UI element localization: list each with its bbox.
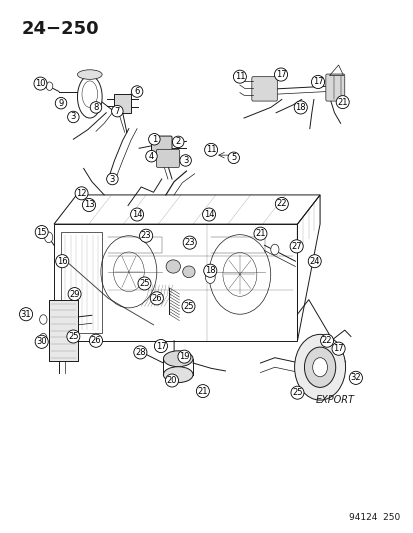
- Ellipse shape: [166, 260, 180, 273]
- Text: 10: 10: [35, 79, 45, 88]
- Circle shape: [45, 232, 53, 243]
- Text: 16: 16: [57, 257, 67, 265]
- Text: 19: 19: [179, 352, 189, 361]
- Text: 17: 17: [312, 77, 323, 86]
- Text: 94124  250: 94124 250: [348, 513, 399, 522]
- Text: 26: 26: [151, 294, 162, 303]
- Circle shape: [205, 271, 215, 284]
- Circle shape: [46, 82, 53, 91]
- Text: 28: 28: [135, 348, 145, 357]
- Text: 27: 27: [291, 242, 301, 251]
- Text: 25: 25: [68, 332, 78, 341]
- Text: 18: 18: [295, 103, 305, 112]
- Text: 3: 3: [71, 112, 76, 122]
- Text: 23: 23: [184, 238, 195, 247]
- Text: 22: 22: [321, 336, 332, 345]
- Ellipse shape: [77, 70, 102, 79]
- Text: 3: 3: [183, 156, 188, 165]
- Text: 2: 2: [175, 138, 180, 147]
- Text: 17: 17: [275, 70, 286, 79]
- Text: 7: 7: [114, 107, 120, 116]
- Circle shape: [270, 244, 278, 255]
- Circle shape: [312, 358, 327, 377]
- Text: 9: 9: [58, 99, 64, 108]
- Text: 25: 25: [139, 279, 150, 288]
- Ellipse shape: [182, 266, 195, 278]
- FancyBboxPatch shape: [151, 136, 172, 155]
- Text: 23: 23: [140, 231, 151, 240]
- Text: 26: 26: [90, 336, 101, 345]
- Text: 1: 1: [152, 135, 157, 144]
- FancyBboxPatch shape: [49, 300, 78, 361]
- Text: 21: 21: [197, 386, 208, 395]
- FancyBboxPatch shape: [156, 149, 179, 167]
- FancyBboxPatch shape: [325, 74, 344, 101]
- Circle shape: [40, 315, 47, 324]
- Text: 31: 31: [21, 310, 31, 319]
- Circle shape: [304, 347, 335, 387]
- Text: 21: 21: [254, 229, 265, 238]
- Text: 12: 12: [76, 189, 87, 198]
- Text: 8: 8: [93, 103, 98, 112]
- Text: 3: 3: [109, 174, 115, 183]
- Text: 25: 25: [292, 388, 302, 397]
- Text: 14: 14: [131, 210, 142, 219]
- Text: 29: 29: [69, 289, 80, 298]
- Circle shape: [40, 333, 47, 343]
- Text: 24−250: 24−250: [22, 20, 100, 38]
- Text: 11: 11: [205, 146, 216, 155]
- Text: 4: 4: [149, 152, 154, 161]
- Circle shape: [294, 334, 345, 400]
- Text: 30: 30: [36, 337, 47, 346]
- Text: 5: 5: [230, 154, 236, 163]
- Text: 13: 13: [83, 200, 94, 209]
- Text: 11: 11: [234, 72, 244, 81]
- Text: 22: 22: [276, 199, 286, 208]
- Text: 18: 18: [204, 266, 215, 275]
- FancyBboxPatch shape: [251, 77, 277, 101]
- Text: 20: 20: [166, 376, 177, 385]
- Text: 32: 32: [350, 373, 360, 382]
- Text: 21: 21: [337, 98, 347, 107]
- Text: 14: 14: [203, 210, 214, 219]
- Text: 24: 24: [309, 257, 319, 265]
- Ellipse shape: [163, 367, 192, 383]
- Text: 17: 17: [155, 342, 166, 351]
- Text: 15: 15: [36, 228, 47, 237]
- Text: EXPORT: EXPORT: [315, 395, 354, 405]
- Ellipse shape: [163, 351, 192, 367]
- FancyBboxPatch shape: [114, 94, 131, 113]
- Text: 25: 25: [183, 302, 193, 311]
- Text: 17: 17: [332, 344, 343, 353]
- Text: 6: 6: [134, 87, 140, 96]
